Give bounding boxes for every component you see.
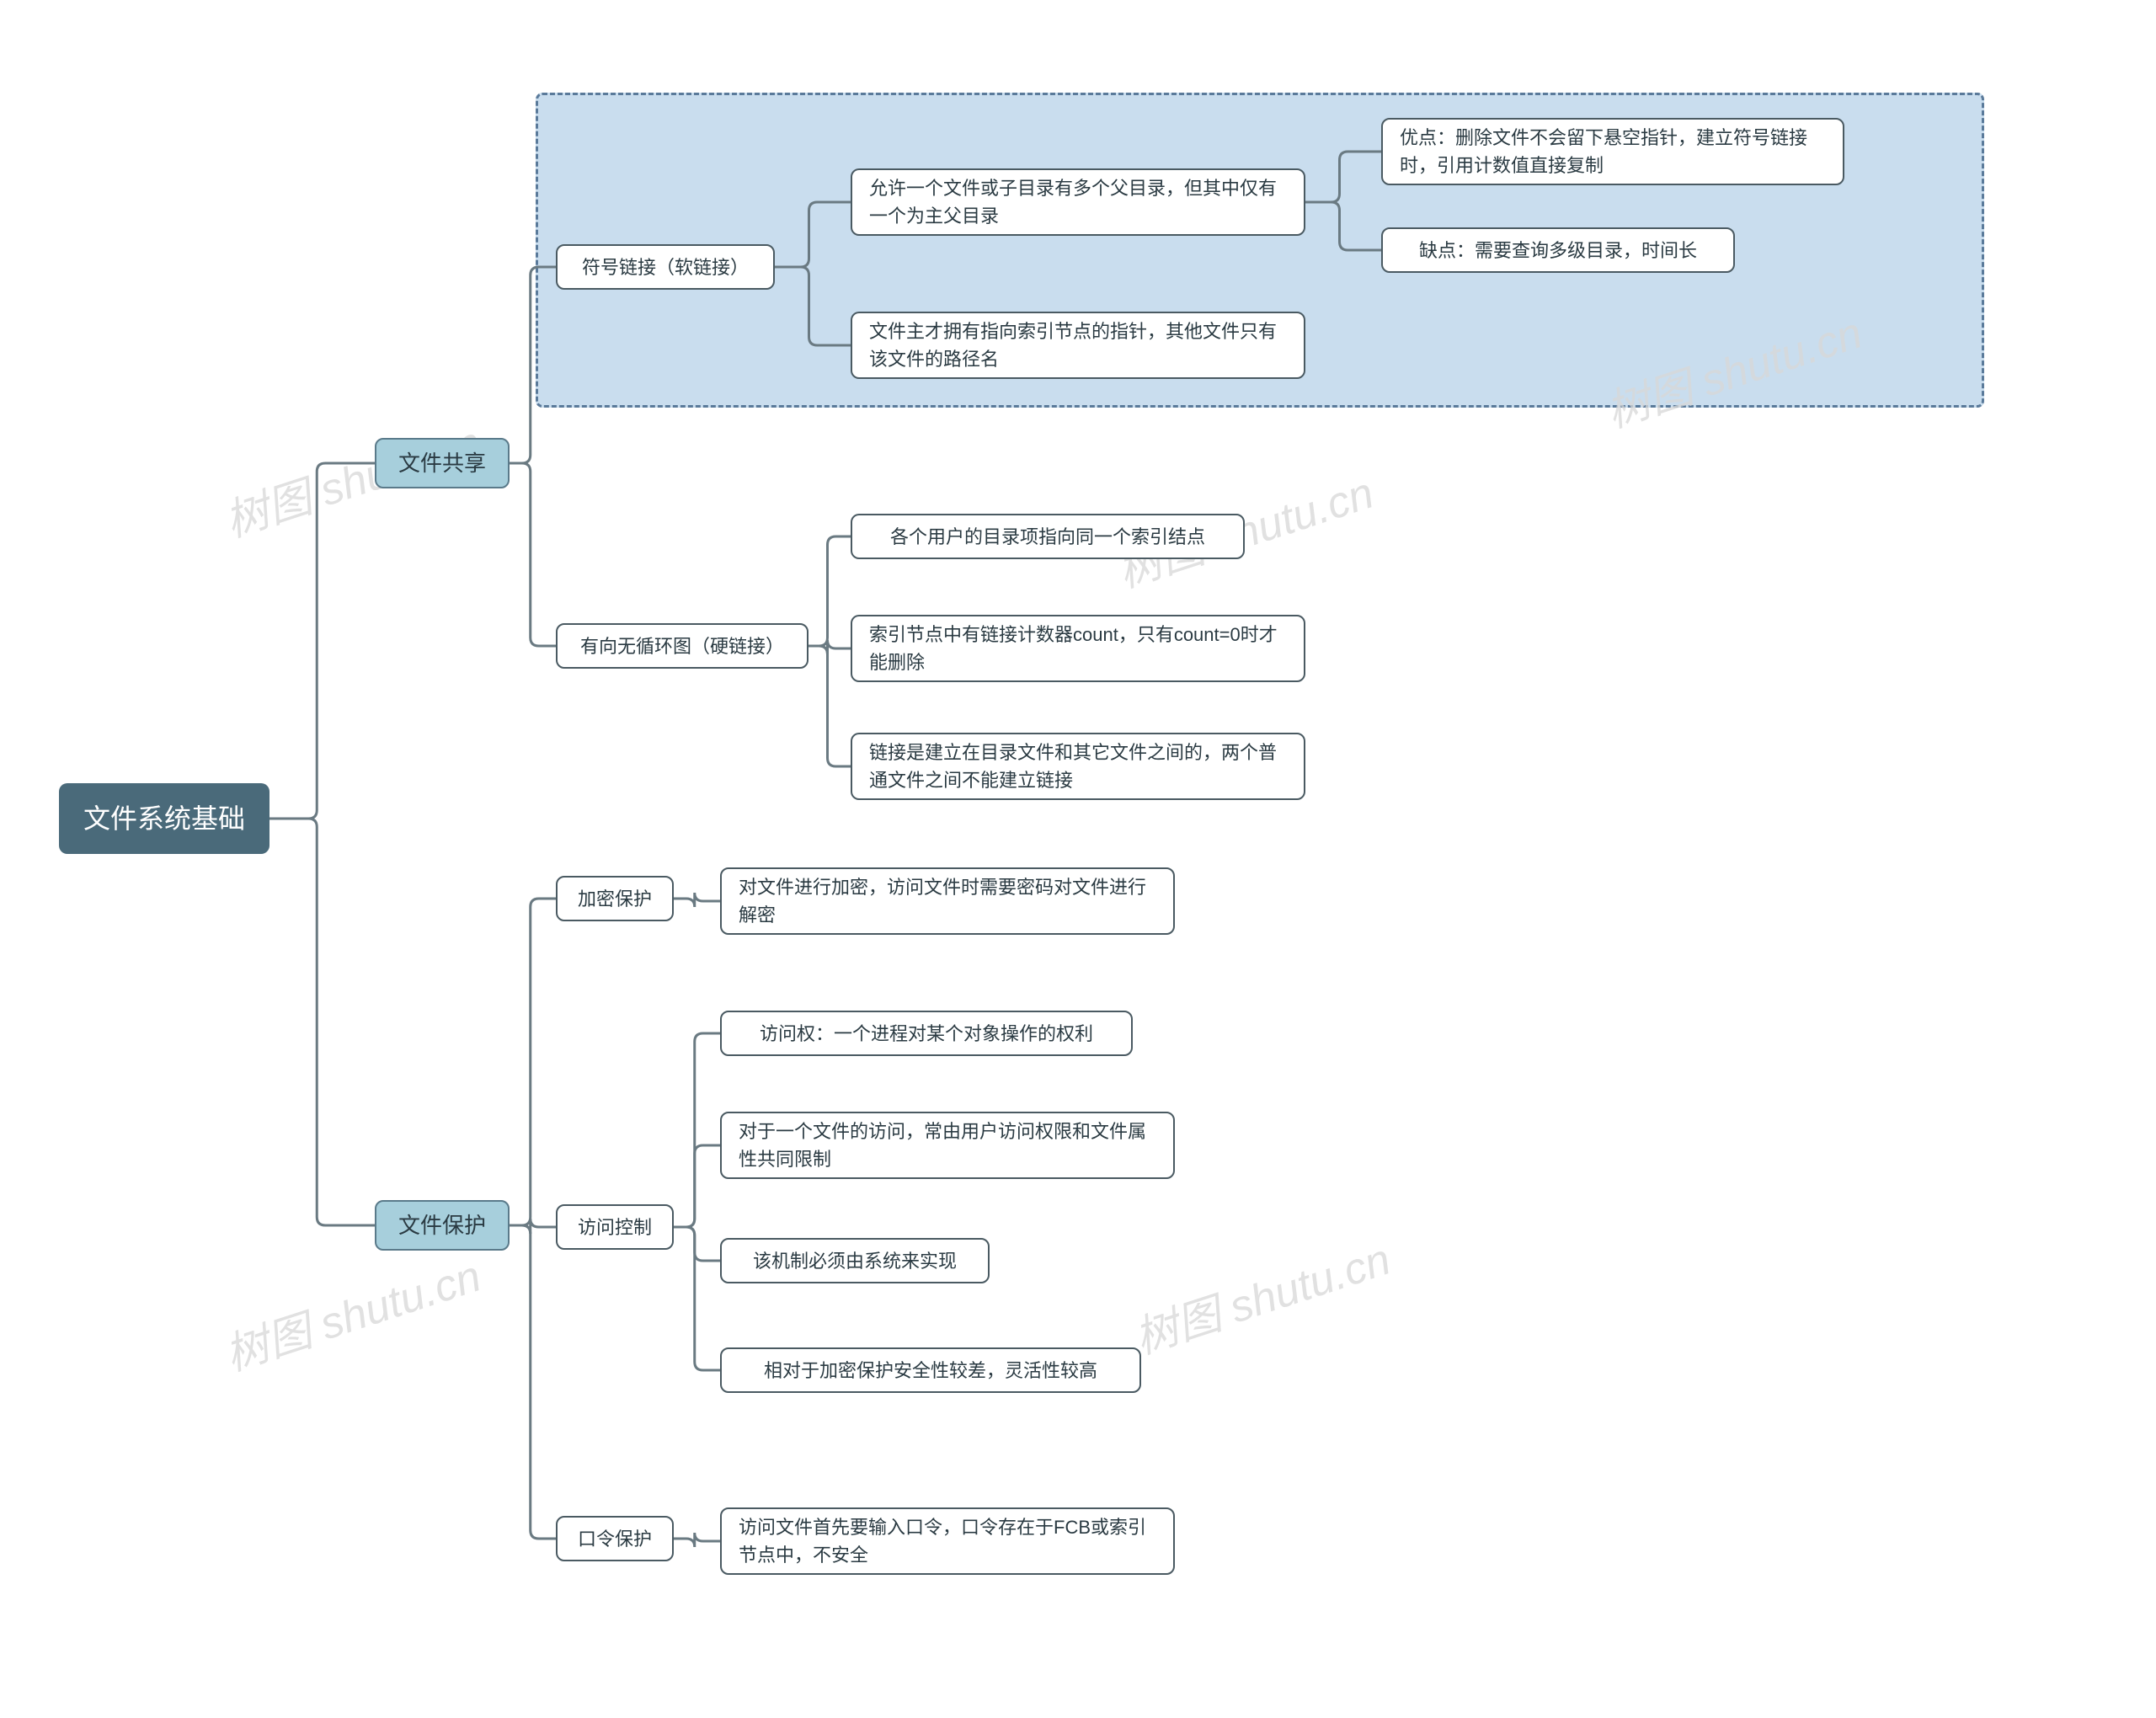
node-label: 符号链接（软链接） <box>582 253 749 281</box>
node-password-protect[interactable]: 口令保护 <box>556 1516 674 1561</box>
node-label: 文件共享 <box>398 447 486 480</box>
node-label: 加密保护 <box>578 885 652 913</box>
leaf-label: 访问权：一个进程对某个对象操作的权利 <box>760 1020 1093 1048</box>
leaf-label: 该机制必须由系统来实现 <box>753 1247 957 1275</box>
node-label: 有向无循环图（硬链接） <box>580 632 784 660</box>
node-file-protect[interactable]: 文件保护 <box>375 1200 510 1251</box>
leaf-node[interactable]: 文件主才拥有指向索引节点的指针，其他文件只有该文件的路径名 <box>851 312 1305 379</box>
leaf-label: 对文件进行加密，访问文件时需要密码对文件进行解密 <box>739 873 1156 929</box>
leaf-node[interactable]: 对文件进行加密，访问文件时需要密码对文件进行解密 <box>720 867 1175 935</box>
leaf-node[interactable]: 各个用户的目录项指向同一个索引结点 <box>851 514 1245 559</box>
leaf-node[interactable]: 对于一个文件的访问，常由用户访问权限和文件属性共同限制 <box>720 1112 1175 1179</box>
leaf-label: 文件主才拥有指向索引节点的指针，其他文件只有该文件的路径名 <box>869 317 1287 373</box>
leaf-label: 各个用户的目录项指向同一个索引结点 <box>890 523 1205 551</box>
leaf-label: 允许一个文件或子目录有多个父目录，但其中仅有一个为主父目录 <box>869 174 1287 230</box>
leaf-label: 优点：删除文件不会留下悬空指针，建立符号链接时，引用计数值直接复制 <box>1400 124 1826 179</box>
leaf-label: 链接是建立在目录文件和其它文件之间的，两个普通文件之间不能建立链接 <box>869 739 1287 794</box>
watermark: 树图 shutu.cn <box>216 1240 488 1383</box>
leaf-node[interactable]: 访问权：一个进程对某个对象操作的权利 <box>720 1011 1133 1056</box>
node-file-share[interactable]: 文件共享 <box>375 438 510 488</box>
root-label: 文件系统基础 <box>83 798 245 839</box>
leaf-node[interactable]: 优点：删除文件不会留下悬空指针，建立符号链接时，引用计数值直接复制 <box>1381 118 1844 185</box>
watermark: 树图 shutu.cn <box>1125 1224 1397 1366</box>
leaf-label: 访问文件首先要输入口令，口令存在于FCB或索引节点中，不安全 <box>739 1513 1156 1569</box>
leaf-node[interactable]: 访问文件首先要输入口令，口令存在于FCB或索引节点中，不安全 <box>720 1507 1175 1575</box>
node-label: 文件保护 <box>398 1209 486 1242</box>
root-node[interactable]: 文件系统基础 <box>59 783 270 854</box>
node-label: 口令保护 <box>578 1525 652 1553</box>
node-access-control[interactable]: 访问控制 <box>556 1204 674 1250</box>
leaf-node[interactable]: 索引节点中有链接计数器count，只有count=0时才能删除 <box>851 615 1305 682</box>
leaf-label: 缺点：需要查询多级目录，时间长 <box>1419 237 1697 264</box>
node-encrypt-protect[interactable]: 加密保护 <box>556 876 674 921</box>
leaf-node[interactable]: 允许一个文件或子目录有多个父目录，但其中仅有一个为主父目录 <box>851 168 1305 236</box>
leaf-label: 索引节点中有链接计数器count，只有count=0时才能删除 <box>869 621 1287 676</box>
leaf-node[interactable]: 缺点：需要查询多级目录，时间长 <box>1381 227 1735 273</box>
leaf-node[interactable]: 相对于加密保护安全性较差，灵活性较高 <box>720 1347 1141 1393</box>
leaf-label: 对于一个文件的访问，常由用户访问权限和文件属性共同限制 <box>739 1118 1156 1173</box>
node-label: 访问控制 <box>578 1214 652 1241</box>
node-symlink[interactable]: 符号链接（软链接） <box>556 244 775 290</box>
leaf-label: 相对于加密保护安全性较差，灵活性较高 <box>764 1357 1097 1385</box>
node-hardlink[interactable]: 有向无循环图（硬链接） <box>556 623 808 669</box>
leaf-node[interactable]: 该机制必须由系统来实现 <box>720 1238 990 1283</box>
leaf-node[interactable]: 链接是建立在目录文件和其它文件之间的，两个普通文件之间不能建立链接 <box>851 733 1305 800</box>
